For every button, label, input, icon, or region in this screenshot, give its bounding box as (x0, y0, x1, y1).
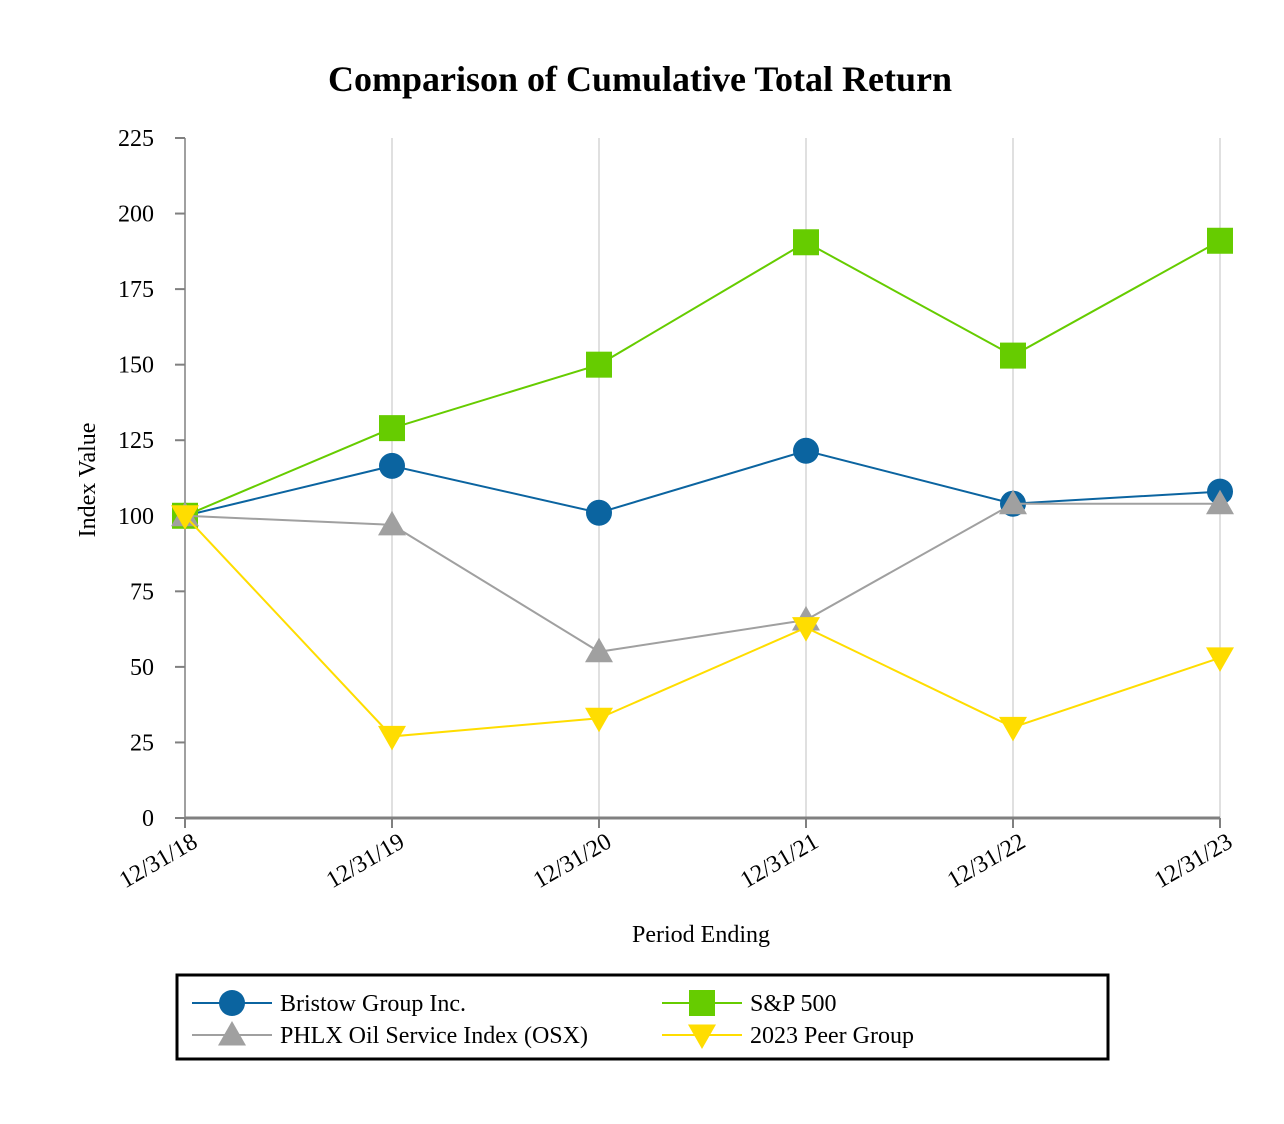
x-tick-label: 12/31/18 (115, 829, 202, 894)
x-axis-label: Period Ending (632, 922, 770, 948)
data-point (1207, 227, 1233, 254)
data-point (793, 437, 819, 464)
legend-item-bristow-group-inc: Bristow Group Inc. (192, 990, 466, 1017)
y-tick-label: 75 (130, 579, 154, 605)
x-tick-label: 12/31/20 (529, 829, 616, 894)
y-axis-label: Index Value (75, 423, 101, 538)
data-point (379, 415, 405, 442)
legend-label: S&P 500 (750, 991, 836, 1017)
legend-label: Bristow Group Inc. (280, 991, 466, 1017)
legend-marker (219, 990, 245, 1016)
data-point (999, 489, 1027, 515)
y-tick-label: 50 (130, 655, 154, 681)
y-tick-label: 125 (118, 428, 154, 454)
data-point (586, 351, 612, 378)
data-point (379, 452, 405, 479)
series-line (184, 515, 1221, 738)
y-tick-label: 150 (118, 353, 154, 379)
data-point (999, 716, 1027, 742)
series-line (184, 449, 1221, 517)
data-point (792, 617, 820, 642)
y-tick-labels: 0 25 50 75 100 125 150 175 200 225 (118, 126, 185, 832)
data-point (585, 637, 613, 663)
x-tick-label: 12/31/22 (943, 829, 1030, 894)
data-point (793, 229, 819, 256)
y-tick-label: 0 (142, 806, 154, 832)
legend-item-s-p-500: S&P 500 (662, 990, 836, 1017)
legend-box (175, 973, 1110, 1061)
data-point (586, 499, 612, 526)
data-point (1206, 647, 1234, 672)
series-phlx-oil-service-index-osx (171, 489, 1234, 663)
data-point (171, 505, 199, 530)
legend: Bristow Group Inc. S&P 500 PHLX Oil Servic… (175, 973, 1110, 1061)
data-point (378, 725, 406, 751)
x-tick-labels: 12/31/18 12/31/19 12/31/20 12/31/21 12/31/22… (115, 818, 1237, 894)
legend-marker (218, 1021, 246, 1046)
chart-title: Comparison of Cumulative Total Return (328, 59, 952, 99)
y-tick-label: 100 (118, 504, 154, 530)
legend-marker (689, 990, 715, 1016)
legend-marker (688, 1024, 716, 1049)
legend-item-phlx-oil-service-index-osx: PHLX Oil Service Index (OSX) (192, 1021, 588, 1049)
series-2023-peer-group (171, 505, 1234, 751)
data-point (1206, 489, 1234, 515)
series-line (184, 502, 1220, 653)
y-tick-label: 200 (118, 202, 154, 228)
x-tick-label: 12/31/19 (322, 829, 409, 894)
y-tick-label: 175 (118, 277, 154, 303)
x-tick-label: 12/31/21 (736, 829, 823, 894)
data-point (585, 707, 613, 733)
x-tick-label: 12/31/23 (1150, 829, 1237, 894)
legend-label: PHLX Oil Service Index (OSX) (280, 1023, 588, 1049)
legend-label: 2023 Peer Group (750, 1023, 914, 1049)
y-tick-label: 25 (130, 730, 154, 756)
series-s-p-500 (172, 227, 1233, 529)
series-line (184, 239, 1221, 517)
data-point (378, 510, 406, 536)
y-tick-label: 225 (118, 126, 154, 152)
axes (184, 138, 1220, 820)
series (171, 227, 1234, 751)
data-point (1000, 342, 1026, 369)
legend-item-2023-peer-group: 2023 Peer Group (662, 1023, 914, 1049)
series-bristow-group-inc (172, 437, 1233, 529)
